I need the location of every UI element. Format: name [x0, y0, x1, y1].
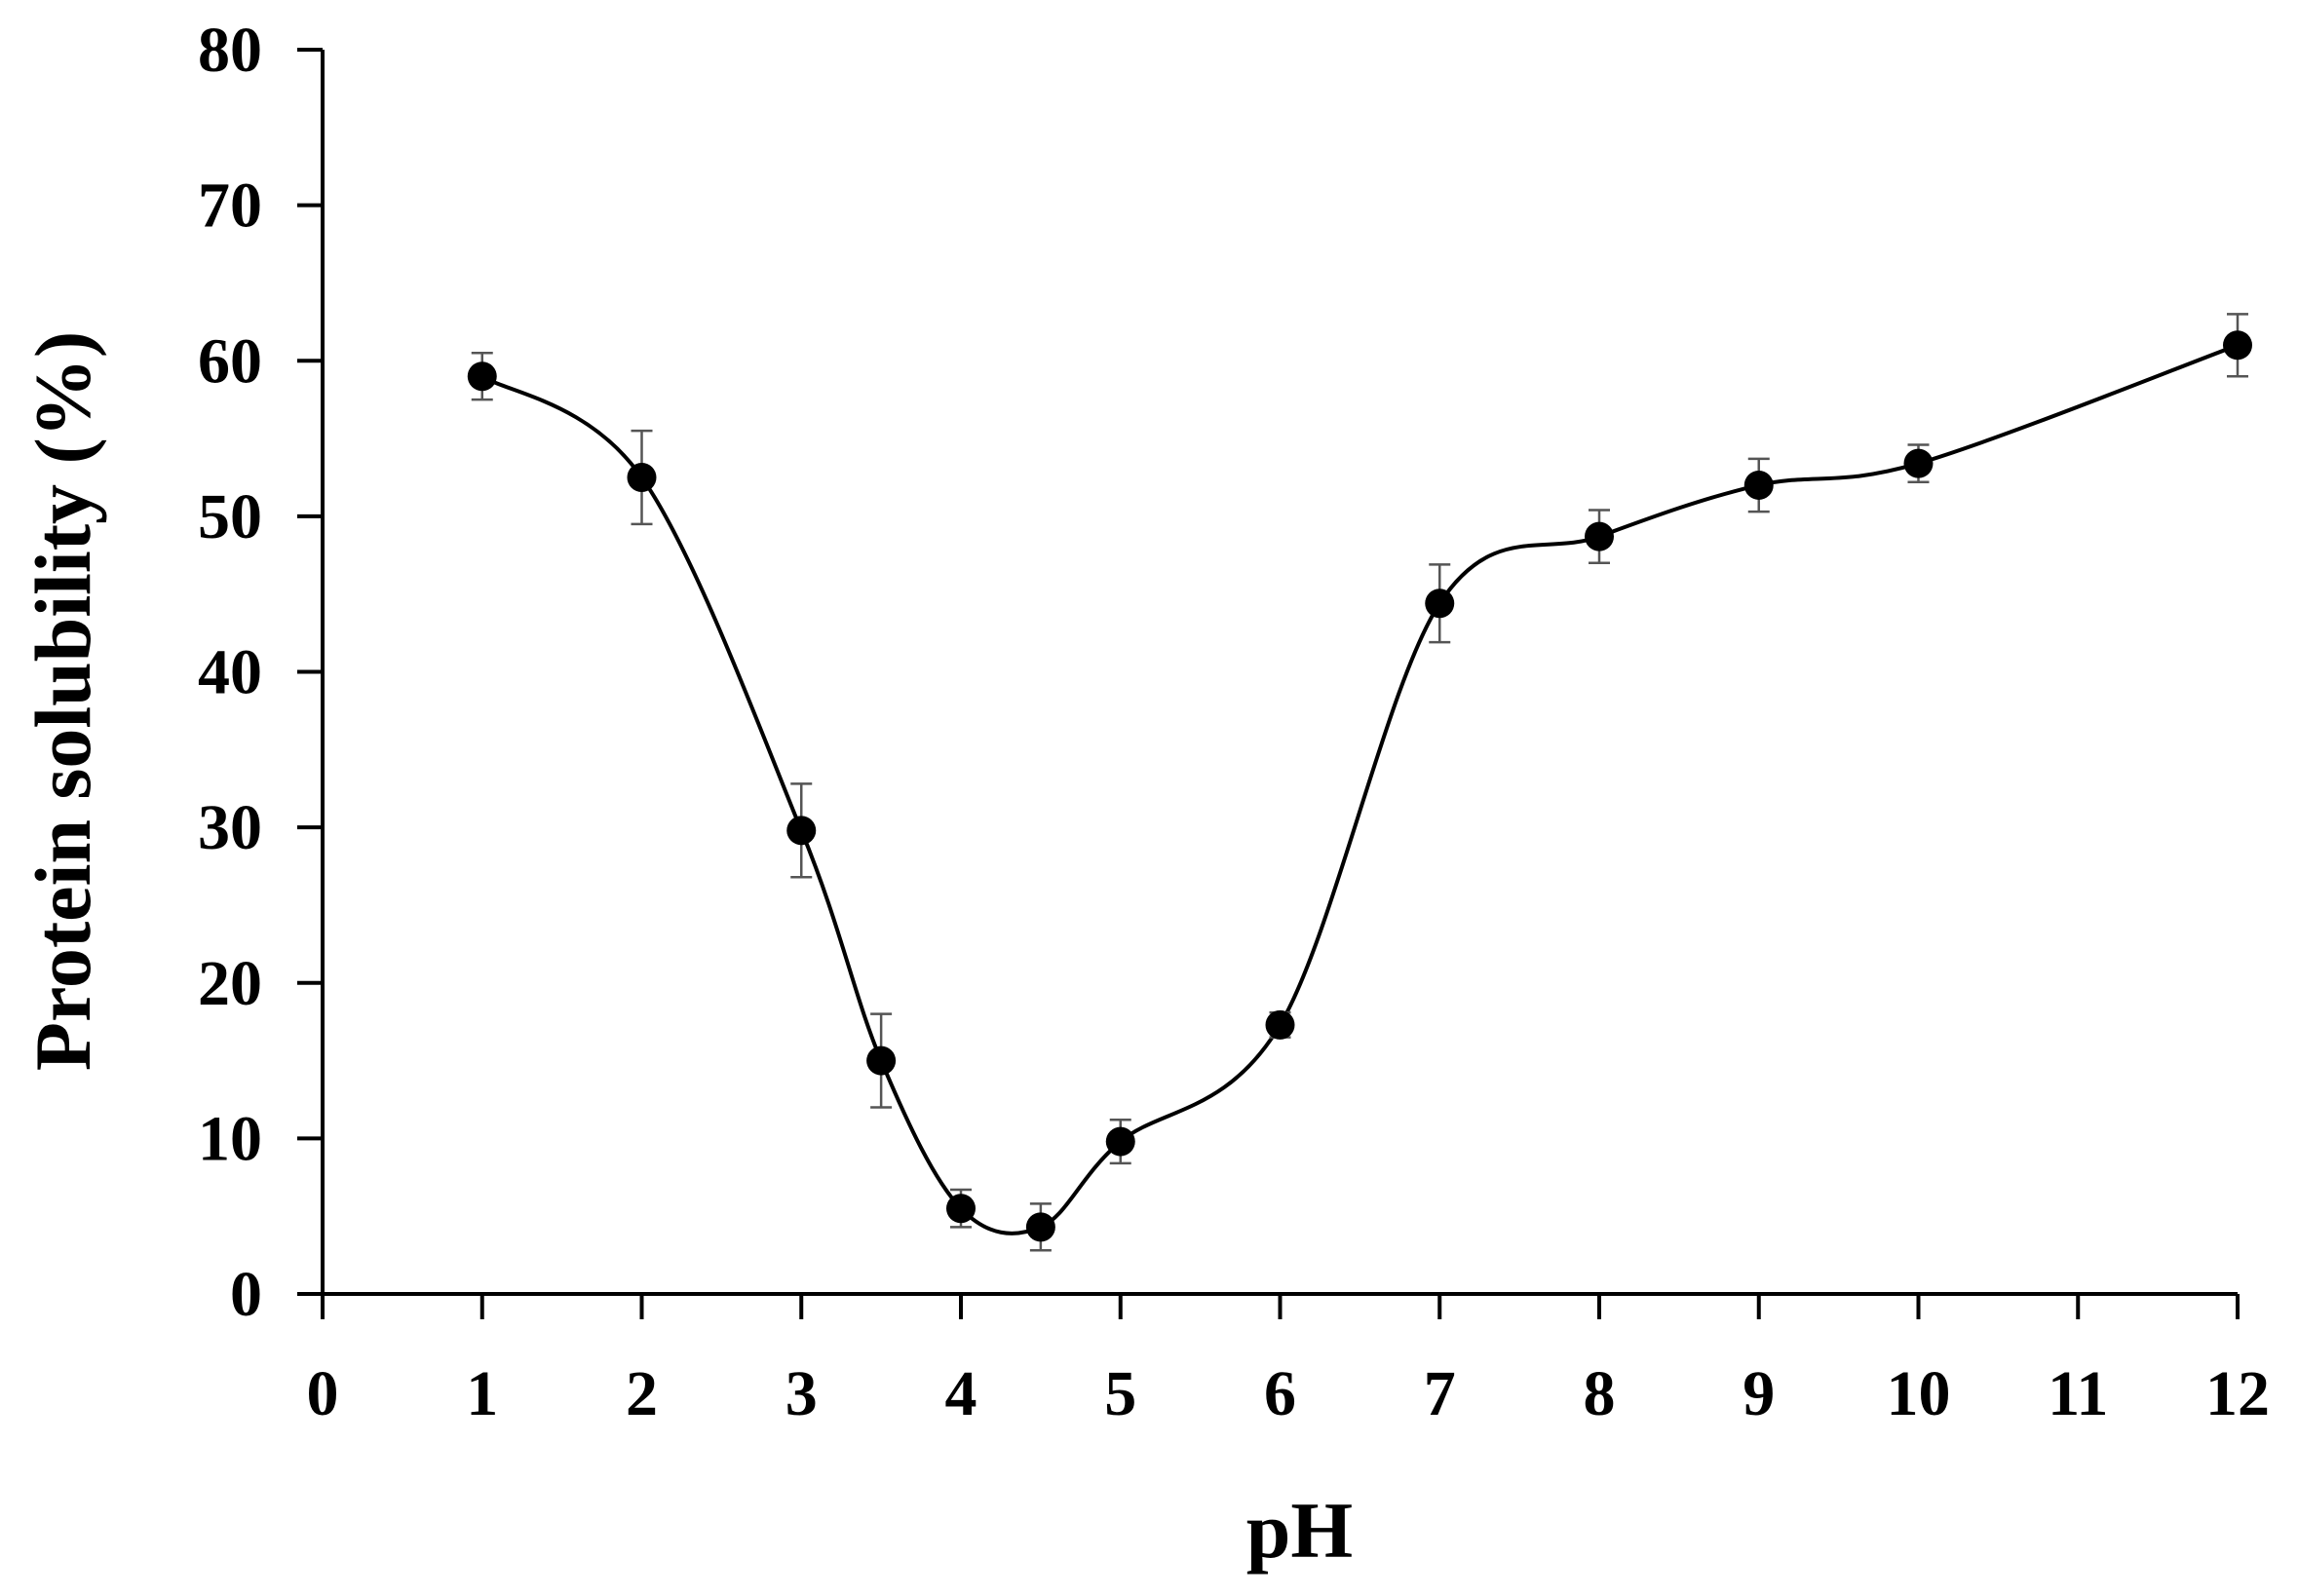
x-tick-label: 9	[1743, 1358, 1775, 1429]
data-point	[1025, 1212, 1055, 1242]
x-tick-label: 7	[1424, 1358, 1456, 1429]
data-points	[467, 330, 2252, 1242]
x-tick-label: 6	[1264, 1358, 1296, 1429]
data-point	[1425, 589, 1455, 619]
data-point	[627, 462, 657, 492]
data-point	[2223, 330, 2252, 361]
y-ticks: 0 10 20 30 40 50 60 70 80	[198, 15, 323, 1330]
y-tick-label: 10	[198, 1103, 262, 1174]
x-tick-label: 12	[2205, 1358, 2270, 1429]
data-point	[1743, 470, 1774, 500]
x-tick-label: 2	[626, 1358, 658, 1429]
error-bars	[471, 313, 2248, 1252]
axes	[321, 50, 2238, 1296]
x-tick-label: 4	[945, 1358, 977, 1429]
y-tick-label: 60	[198, 325, 262, 397]
data-point	[1903, 448, 1934, 478]
y-tick-label: 70	[198, 171, 262, 242]
solubility-curve	[480, 343, 2239, 1235]
data-point	[946, 1194, 976, 1224]
y-tick-label: 0	[230, 1259, 262, 1330]
x-tick-label: 3	[785, 1358, 818, 1429]
data-point	[1585, 521, 1614, 551]
data-point	[1265, 1009, 1295, 1040]
y-tick-label: 40	[198, 637, 262, 708]
y-axis-title: Protein solubility (%)	[19, 331, 107, 1071]
x-tick-label: 0	[307, 1358, 339, 1429]
x-axis-title: pH	[1246, 1486, 1353, 1575]
x-tick-label: 11	[2048, 1358, 2108, 1429]
data-point	[467, 361, 497, 392]
x-ticks: 0 1 2 3 4 5 6 7 8 9 10 11 12	[307, 1294, 2270, 1429]
x-tick-label: 10	[1887, 1358, 1951, 1429]
data-point	[866, 1045, 897, 1076]
y-tick-label: 30	[198, 792, 262, 863]
y-tick-label: 80	[198, 15, 262, 86]
data-point	[786, 816, 817, 846]
data-point	[1105, 1126, 1135, 1157]
x-tick-label: 5	[1104, 1358, 1136, 1429]
x-tick-label: 8	[1584, 1358, 1616, 1429]
y-tick-label: 50	[198, 481, 262, 552]
y-tick-label: 20	[198, 948, 262, 1019]
x-tick-label: 1	[466, 1358, 498, 1429]
